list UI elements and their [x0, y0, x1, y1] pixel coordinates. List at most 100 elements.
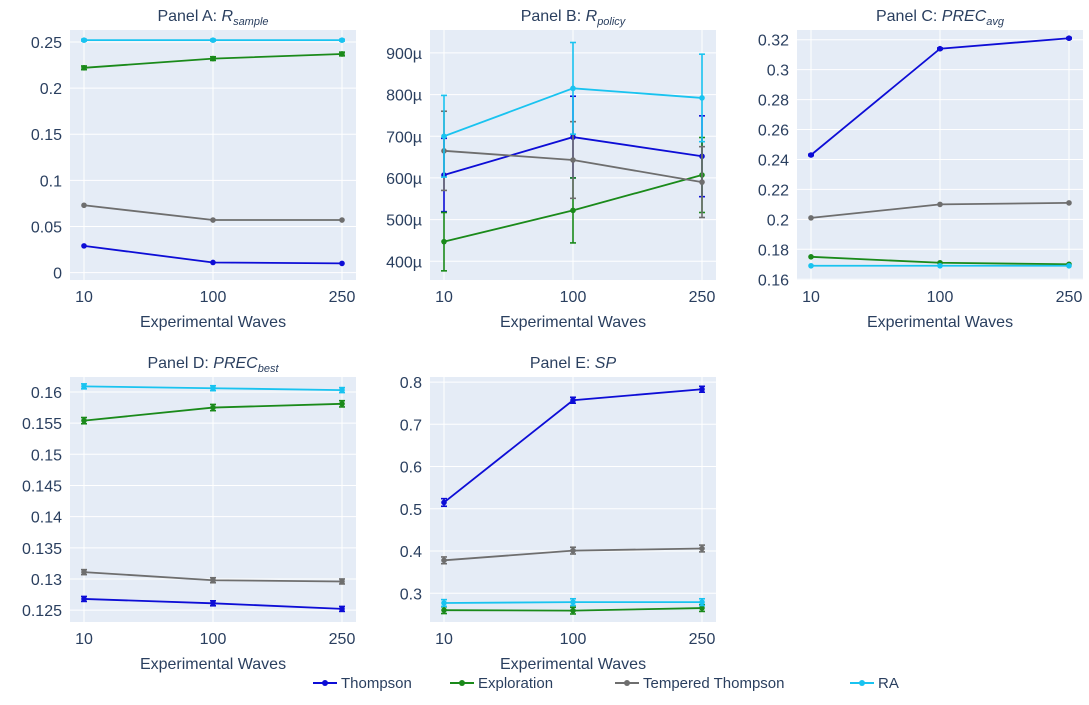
data-point [339, 401, 345, 407]
y-tick-label: 0.5 [400, 502, 422, 519]
data-point [441, 133, 447, 140]
series-ra [441, 41, 705, 178]
legend-item[interactable]: Thompson [313, 675, 412, 692]
x-tick-label: 10 [75, 289, 93, 306]
y-tick-label: 0.135 [22, 541, 62, 558]
data-point [339, 51, 345, 57]
x-tick-label: 100 [200, 289, 227, 306]
data-point [210, 259, 216, 266]
y-tick-label: 0.6 [400, 460, 422, 477]
data-point [570, 397, 576, 404]
y-tick-label: 600µ [386, 171, 422, 188]
data-point [570, 157, 576, 163]
y-tick-label: 0.05 [31, 219, 62, 236]
data-point [210, 55, 216, 62]
y-tick-label: 0.1 [40, 173, 62, 190]
legend-swatch-marker [459, 680, 465, 686]
series-exploration [81, 51, 345, 71]
data-point [808, 253, 814, 260]
y-tick-label: 0.26 [758, 123, 789, 140]
y-tick-label: 0.16 [31, 385, 62, 402]
y-tick-label: 0.145 [22, 478, 62, 495]
y-tick-label: 0.3 [767, 63, 789, 80]
x-axis-title: Experimental Waves [867, 314, 1013, 331]
data-point [441, 499, 447, 506]
data-point [570, 207, 576, 214]
data-point [339, 578, 345, 585]
data-point [699, 386, 705, 393]
data-point [339, 606, 345, 612]
panel-title: Panel A: Rsample [157, 8, 268, 28]
y-tick-label: 0.8 [400, 375, 422, 392]
data-point [699, 605, 705, 611]
legend-label: Thompson [341, 675, 412, 692]
x-tick-label: 100 [200, 631, 227, 648]
data-point [81, 37, 87, 43]
data-point [937, 262, 943, 269]
data-point [441, 238, 447, 245]
y-tick-label: 0.24 [758, 152, 789, 169]
x-tick-label: 250 [329, 289, 356, 306]
panel-title: Panel C: PRECavg [876, 8, 1005, 28]
x-tick-label: 100 [560, 289, 587, 306]
data-point [808, 152, 814, 158]
panel-b: 400µ 500µ 600µ 700µ 800µ 900µ 10 100 250 Experime… [386, 8, 716, 331]
data-point [339, 260, 345, 267]
series-tempered-thompson [81, 568, 345, 585]
x-axis-title: Experimental Waves [500, 656, 646, 673]
y-tick-label: 0.22 [758, 182, 789, 199]
y-tick-label: 700µ [386, 129, 422, 146]
data-point [81, 243, 87, 249]
legend: Thompson Exploration Tempered Thompson RA [313, 675, 899, 692]
data-point [339, 387, 345, 393]
series-ra [81, 383, 345, 394]
x-tick-label: 10 [802, 289, 820, 306]
y-tick-label: 0.25 [31, 35, 62, 52]
x-tick-label: 100 [560, 631, 587, 648]
panel-title: Panel B: Rpolicy [521, 8, 627, 28]
y-tick-label: 900µ [386, 46, 422, 63]
y-tick-label: 0.4 [400, 544, 422, 561]
data-point [81, 569, 87, 575]
series-tempered-thompson [81, 202, 345, 223]
x-tick-label: 250 [1056, 289, 1083, 306]
legend-item[interactable]: Tempered Thompson [615, 675, 784, 692]
legend-item[interactable]: RA [850, 675, 899, 692]
y-tick-label: 0.16 [758, 272, 789, 289]
data-point [570, 547, 576, 554]
panel-c: 0.16 0.18 0.2 0.22 0.24 0.26 0.28 0.3 0.32 10 100 2… [758, 8, 1083, 331]
legend-item[interactable]: Exploration [450, 675, 553, 692]
y-tick-label: 0.32 [758, 33, 789, 50]
data-point [81, 202, 87, 209]
data-point [441, 557, 447, 564]
data-point [210, 385, 216, 392]
data-point [210, 577, 216, 584]
y-tick-label: 400µ [386, 254, 422, 271]
data-point [81, 417, 87, 424]
y-tick-label: 0.3 [400, 586, 422, 603]
data-point [210, 37, 216, 43]
data-point [210, 217, 216, 223]
legend-swatch-marker [859, 680, 865, 686]
series-ra [81, 37, 345, 43]
data-point [1066, 200, 1072, 206]
data-point [808, 215, 814, 221]
y-tick-label: 0.7 [400, 417, 422, 434]
y-tick-label: 0 [53, 266, 62, 283]
series-thompson [808, 35, 1072, 158]
panel-title: Panel D: PRECbest [147, 355, 279, 375]
x-axis-title: Experimental Waves [140, 656, 286, 673]
series-ra [808, 262, 1072, 269]
series-exploration [81, 399, 345, 425]
y-tick-label: 0.15 [31, 447, 62, 464]
data-point [699, 599, 705, 605]
data-point [339, 217, 345, 223]
y-tick-label: 0.18 [758, 242, 789, 259]
legend-swatch-marker [624, 680, 630, 686]
data-point [210, 404, 216, 411]
legend-swatch-marker [322, 680, 328, 686]
data-point [81, 383, 87, 390]
x-tick-label: 10 [435, 631, 453, 648]
series-thompson [441, 385, 705, 508]
